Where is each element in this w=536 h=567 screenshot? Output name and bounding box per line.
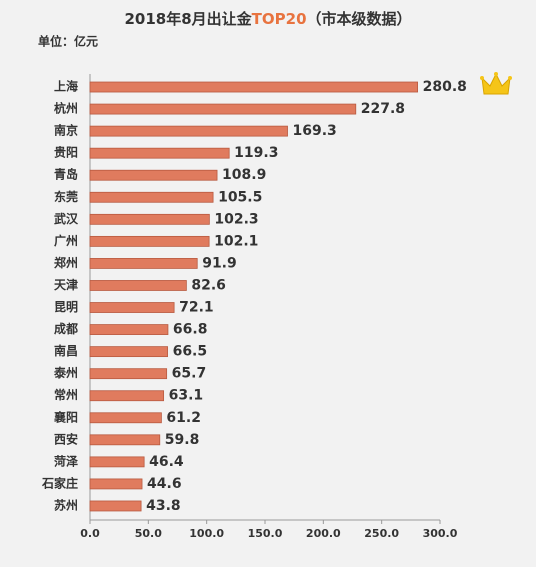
value-label: 108.9 [222,167,266,183]
value-label: 91.9 [202,255,237,271]
bar [89,280,187,291]
bar [89,81,419,93]
chart-title: 2018年8月出让金TOP20（市本级数据） [124,10,411,28]
x-tick-label: 50.0 [135,527,162,540]
bar [89,235,210,247]
value-label: 66.5 [173,344,208,360]
x-tick-label: 150.0 [248,527,283,540]
bar [89,368,168,380]
y-tick-label: 石家庄 [41,475,78,490]
unit-label: 单位：亿元 [38,34,98,49]
value-label: 169.3 [293,123,337,139]
value-label: 66.8 [173,322,208,338]
x-tick-label: 250.0 [364,527,399,540]
x-tick-label: 100.0 [189,527,224,540]
y-tick-label: 上海 [54,79,78,94]
y-tick-label: 西安 [54,431,78,446]
crown-icon [480,72,512,95]
title-part: TOP20 [252,10,307,28]
y-tick-label: 武汉 [54,211,79,226]
value-label: 44.6 [147,476,182,492]
y-tick-label: 泰州 [53,365,78,380]
value-label: 227.8 [361,101,405,117]
value-label: 46.4 [149,454,184,470]
value-label: 59.8 [165,432,200,448]
y-tick-label: 东莞 [54,189,78,204]
value-label: 102.1 [214,233,258,249]
bar [89,125,288,137]
bar [89,500,142,512]
value-label: 65.7 [172,366,207,382]
value-label: 82.6 [191,277,226,293]
x-tick-label: 300.0 [423,527,458,540]
bar [89,103,357,115]
y-tick-label: 襄阳 [53,409,78,424]
value-label: 105.5 [218,189,262,205]
x-tick-label: 0.0 [80,527,100,540]
title-part: 2018年8月出让金 [124,10,252,28]
bar [89,169,218,181]
bar [89,147,230,159]
bar [89,213,210,225]
bar [89,478,143,490]
y-tick-label: 南昌 [54,343,78,358]
bar [89,258,198,269]
value-label: 63.1 [169,388,204,404]
y-tick-label: 贵阳 [54,145,78,160]
title-part: （市本级数据） [307,10,412,28]
y-tick-label: 昆明 [54,300,78,314]
y-tick-label: 常州 [54,387,78,402]
y-tick-label: 郑州 [54,255,78,270]
bar [89,324,169,335]
y-tick-label: 苏州 [54,497,78,512]
y-tick-label: 南京 [54,123,78,138]
value-label: 61.2 [166,410,201,426]
value-label: 72.1 [179,300,214,316]
y-tick-label: 天津 [54,277,78,292]
y-tick-label: 菏泽 [54,453,78,468]
bar [89,434,161,446]
y-tick-label: 青岛 [54,167,78,182]
y-tick-label: 成都 [54,321,78,336]
bar [89,302,175,313]
y-tick-label: 广州 [54,233,78,248]
x-tick-label: 200.0 [306,527,341,540]
value-label: 43.8 [146,498,181,514]
bar [89,412,162,424]
bar [89,456,145,468]
y-tick-label: 杭州 [54,101,78,116]
value-label: 102.3 [214,211,258,227]
bar [89,390,165,402]
value-label: 119.3 [234,145,278,161]
bar [89,191,214,203]
bar [89,346,168,358]
value-label: 280.8 [423,79,467,95]
